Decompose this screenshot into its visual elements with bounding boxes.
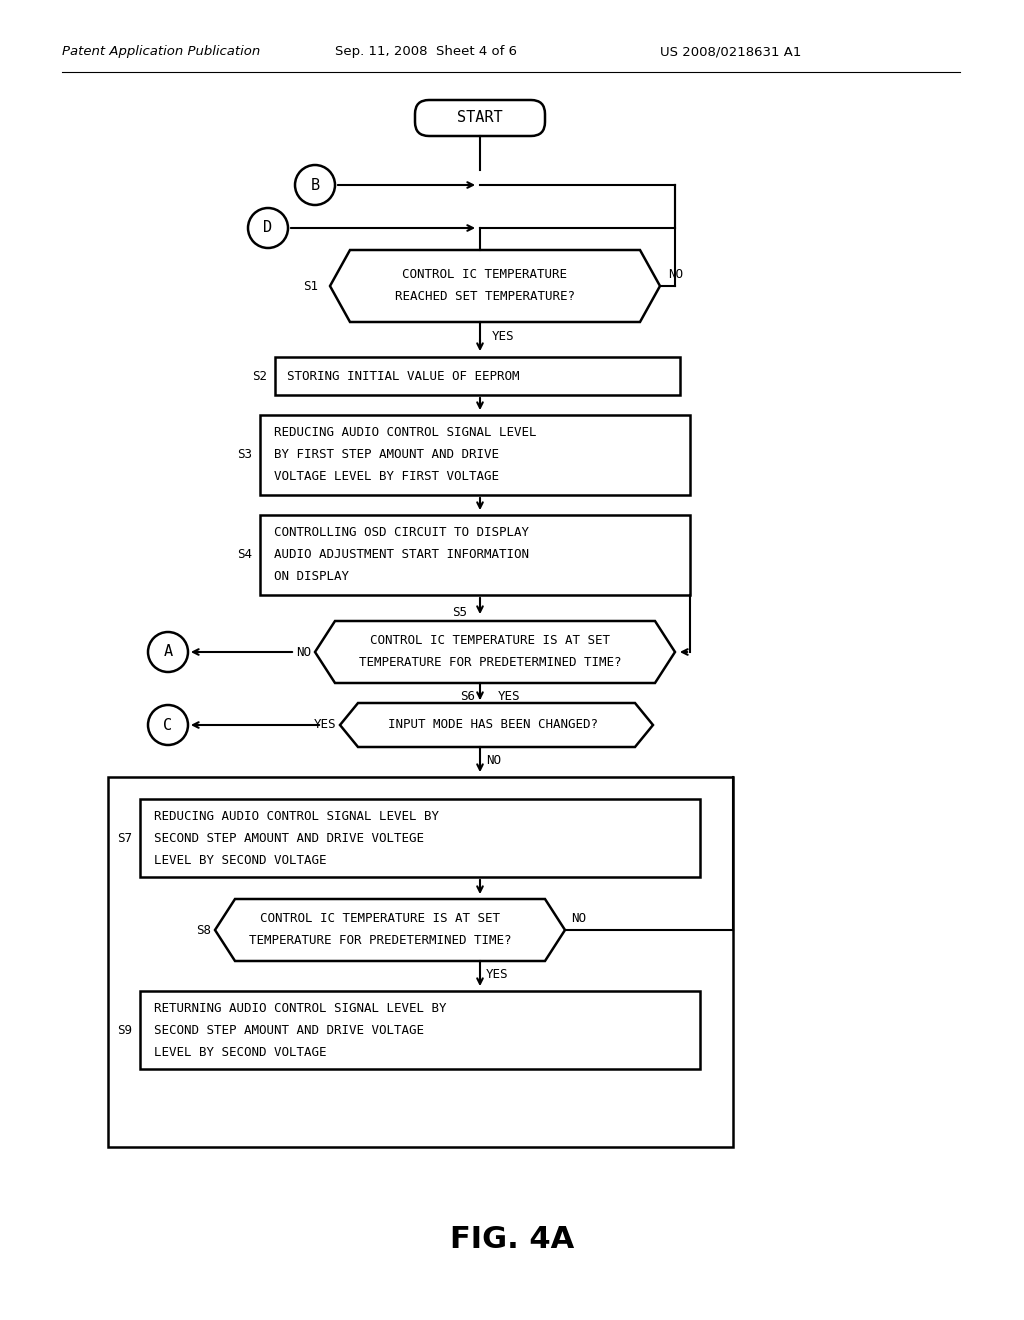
Text: TEMPERATURE FOR PREDETERMINED TIME?: TEMPERATURE FOR PREDETERMINED TIME? — [358, 656, 622, 669]
Text: STORING INITIAL VALUE OF EEPROM: STORING INITIAL VALUE OF EEPROM — [287, 370, 519, 383]
Text: SECOND STEP AMOUNT AND DRIVE VOLTAGE: SECOND STEP AMOUNT AND DRIVE VOLTAGE — [154, 1024, 424, 1038]
Text: NO: NO — [486, 755, 501, 767]
Text: S5: S5 — [452, 606, 467, 619]
Text: S7: S7 — [117, 832, 132, 845]
Text: INPUT MODE HAS BEEN CHANGED?: INPUT MODE HAS BEEN CHANGED? — [387, 718, 597, 731]
Polygon shape — [330, 249, 660, 322]
Text: LEVEL BY SECOND VOLTAGE: LEVEL BY SECOND VOLTAGE — [154, 1047, 327, 1060]
Text: VOLTAGE LEVEL BY FIRST VOLTAGE: VOLTAGE LEVEL BY FIRST VOLTAGE — [274, 470, 499, 483]
Text: S9: S9 — [117, 1023, 132, 1036]
Text: REDUCING AUDIO CONTROL SIGNAL LEVEL BY: REDUCING AUDIO CONTROL SIGNAL LEVEL BY — [154, 810, 439, 824]
Polygon shape — [315, 620, 675, 682]
Text: NO: NO — [571, 912, 586, 924]
Text: S4: S4 — [237, 549, 252, 561]
Bar — [260, 515, 690, 595]
Circle shape — [295, 165, 335, 205]
Text: S6: S6 — [460, 690, 475, 704]
Circle shape — [248, 209, 288, 248]
Text: REACHED SET TEMPERATURE?: REACHED SET TEMPERATURE? — [395, 290, 575, 304]
Text: S1: S1 — [303, 280, 318, 293]
Text: CONTROLLING OSD CIRCUIT TO DISPLAY: CONTROLLING OSD CIRCUIT TO DISPLAY — [274, 527, 529, 540]
Text: TEMPERATURE FOR PREDETERMINED TIME?: TEMPERATURE FOR PREDETERMINED TIME? — [249, 935, 511, 948]
Text: YES: YES — [313, 718, 336, 731]
Text: NO: NO — [668, 268, 683, 281]
Polygon shape — [215, 899, 565, 961]
Text: LEVEL BY SECOND VOLTAGE: LEVEL BY SECOND VOLTAGE — [154, 854, 327, 867]
Text: ON DISPLAY: ON DISPLAY — [274, 570, 349, 583]
Text: YES: YES — [498, 690, 520, 704]
Text: FIG. 4A: FIG. 4A — [450, 1225, 574, 1254]
Text: SECOND STEP AMOUNT AND DRIVE VOLTEGE: SECOND STEP AMOUNT AND DRIVE VOLTEGE — [154, 833, 424, 846]
Polygon shape — [340, 704, 653, 747]
Text: YES: YES — [486, 969, 509, 982]
Bar — [140, 799, 700, 876]
Text: S8: S8 — [196, 924, 211, 936]
Text: US 2008/0218631 A1: US 2008/0218631 A1 — [660, 45, 802, 58]
Text: NO: NO — [296, 645, 311, 659]
Text: Patent Application Publication: Patent Application Publication — [62, 45, 260, 58]
Text: RETURNING AUDIO CONTROL SIGNAL LEVEL BY: RETURNING AUDIO CONTROL SIGNAL LEVEL BY — [154, 1002, 446, 1015]
Circle shape — [148, 632, 188, 672]
Bar — [140, 991, 700, 1069]
Text: AUDIO ADJUSTMENT START INFORMATION: AUDIO ADJUSTMENT START INFORMATION — [274, 549, 529, 561]
Circle shape — [148, 705, 188, 744]
Text: CONTROL IC TEMPERATURE: CONTROL IC TEMPERATURE — [402, 268, 567, 281]
Text: BY FIRST STEP AMOUNT AND DRIVE: BY FIRST STEP AMOUNT AND DRIVE — [274, 449, 499, 462]
Text: C: C — [164, 718, 173, 733]
Text: S3: S3 — [237, 449, 252, 462]
Text: A: A — [164, 644, 173, 660]
Text: S2: S2 — [252, 370, 267, 383]
Text: Sep. 11, 2008  Sheet 4 of 6: Sep. 11, 2008 Sheet 4 of 6 — [335, 45, 517, 58]
Text: CONTROL IC TEMPERATURE IS AT SET: CONTROL IC TEMPERATURE IS AT SET — [260, 912, 500, 925]
Bar — [275, 356, 680, 395]
FancyBboxPatch shape — [415, 100, 545, 136]
Text: CONTROL IC TEMPERATURE IS AT SET: CONTROL IC TEMPERATURE IS AT SET — [370, 635, 610, 648]
Bar — [108, 777, 733, 1147]
Text: B: B — [310, 177, 319, 193]
Text: D: D — [263, 220, 272, 235]
Text: REDUCING AUDIO CONTROL SIGNAL LEVEL: REDUCING AUDIO CONTROL SIGNAL LEVEL — [274, 426, 537, 440]
Text: START: START — [457, 111, 503, 125]
Text: YES: YES — [492, 330, 514, 342]
Bar — [260, 414, 690, 495]
